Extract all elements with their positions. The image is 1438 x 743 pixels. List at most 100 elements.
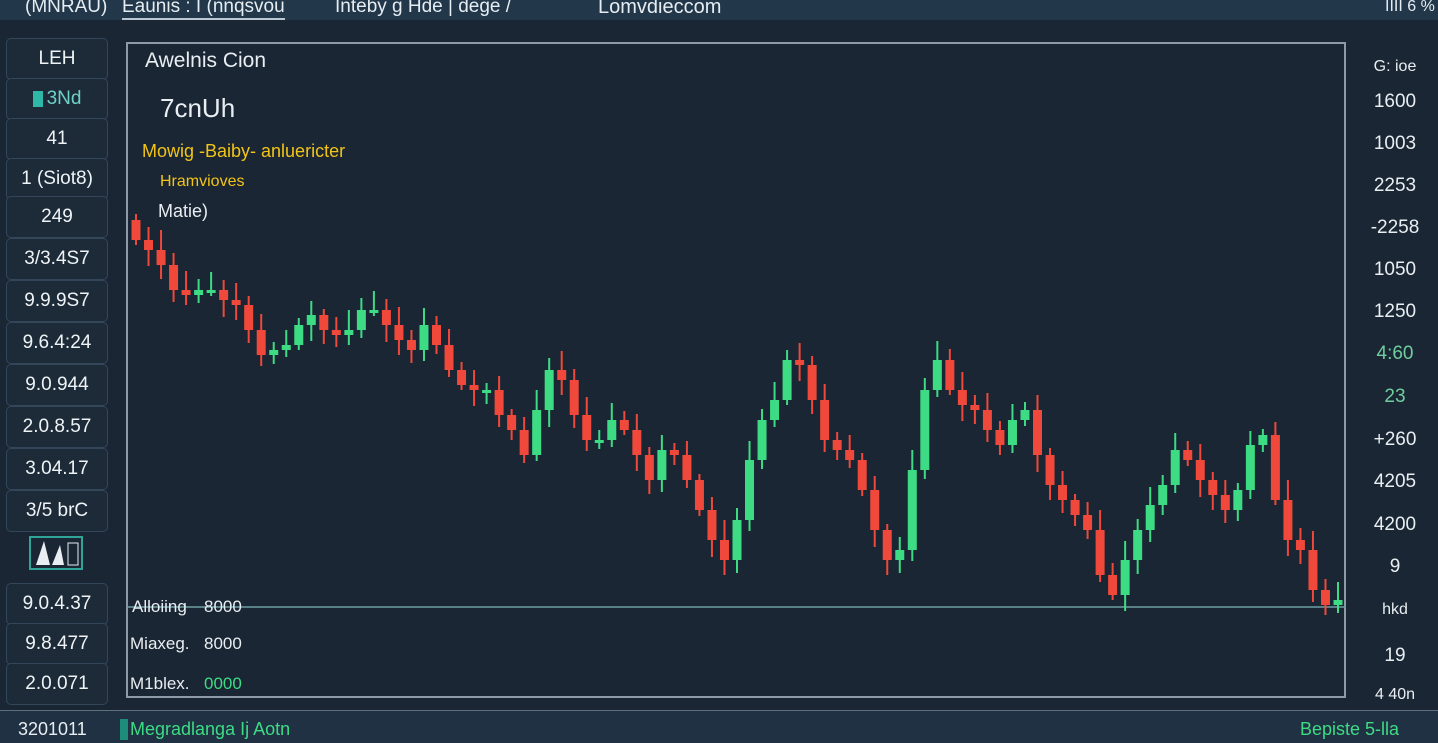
bottom-status-bar: 3201011 Megradlanga Ij Aotn Bepiste 5-ll… xyxy=(0,710,1438,743)
candle-body xyxy=(694,480,704,510)
chart-type-icon[interactable] xyxy=(6,533,106,573)
candle xyxy=(1295,528,1305,564)
candle-body xyxy=(206,290,216,293)
candle xyxy=(895,537,905,573)
candle xyxy=(194,279,204,303)
sidebar-item[interactable]: 9.0.4.37 xyxy=(6,583,108,625)
sidebar-item[interactable]: 1 (Siot8) xyxy=(6,158,108,200)
candle-body xyxy=(1095,530,1105,575)
candle xyxy=(406,330,416,363)
sidebar-item-label: 249 xyxy=(41,206,73,227)
price-axis-label: 9 xyxy=(1389,556,1401,577)
sidebar-item[interactable]: 249 xyxy=(6,196,108,238)
candle-body xyxy=(294,325,304,345)
candle-body xyxy=(419,325,429,350)
candle xyxy=(557,351,567,395)
candle-body xyxy=(544,370,554,410)
sidebar-item[interactable]: 9.0.944 xyxy=(6,364,108,406)
status-indicator: IIII 6 % xyxy=(1385,0,1435,15)
candle-body xyxy=(356,310,366,330)
candle xyxy=(820,384,830,452)
candle xyxy=(356,298,366,338)
candle-body xyxy=(1195,460,1205,480)
candle xyxy=(507,409,517,440)
sidebar-item[interactable]: 9.9.9S7 xyxy=(6,280,108,322)
sidebar-item[interactable]: 9.6.4:24 xyxy=(6,322,108,364)
candle xyxy=(494,376,504,427)
sidebar-item-label: 2.0.8.57 xyxy=(22,416,92,437)
candle-body xyxy=(707,510,717,540)
candle-body xyxy=(281,345,291,350)
candle xyxy=(795,343,805,381)
candle xyxy=(394,307,404,355)
toolbar-item-2[interactable]: Eaunis : I (nnqsvou xyxy=(122,0,285,20)
candle-body xyxy=(957,390,967,405)
sidebar-item[interactable]: 41 xyxy=(6,118,108,160)
candle-body xyxy=(932,360,942,390)
candle-body xyxy=(1108,575,1118,595)
price-axis-label: 2253 xyxy=(1373,175,1417,196)
candle-body xyxy=(1007,420,1017,445)
candle xyxy=(669,443,679,465)
candle-body xyxy=(770,400,780,420)
candle-body xyxy=(895,550,905,560)
sidebar-item[interactable]: 9.8.477 xyxy=(6,623,108,665)
candle xyxy=(1058,471,1068,513)
candle xyxy=(1120,541,1130,611)
toolbar-item-3[interactable]: Inteby g Hde | dege / xyxy=(335,0,512,17)
indicator-label: Mowig -Baiby- anluericter xyxy=(142,141,346,161)
candle xyxy=(957,372,967,421)
candle xyxy=(770,382,780,427)
stat-label: Alloiing xyxy=(132,597,187,616)
candle-body xyxy=(1133,530,1143,560)
candle xyxy=(757,409,767,469)
candle-body xyxy=(719,540,729,560)
sidebar-item[interactable]: LEH xyxy=(6,38,108,80)
candle xyxy=(1208,472,1218,510)
sidebar-item-label: 41 xyxy=(46,128,68,149)
candle-body xyxy=(569,380,579,415)
candle xyxy=(294,318,304,350)
sidebar-item[interactable]: 2.0.071 xyxy=(6,663,108,705)
sidebar-item[interactable]: 2.0.8.57 xyxy=(6,406,108,448)
candle-body xyxy=(732,520,742,560)
bottom-right-label[interactable]: Bepiste 5-lla xyxy=(1300,719,1400,739)
badge-icon xyxy=(32,91,43,107)
sidebar-item-label: 9.6.4:24 xyxy=(22,332,92,353)
candle-body xyxy=(1183,450,1193,460)
candle-body xyxy=(1270,435,1280,500)
stat-value: 0000 xyxy=(204,674,242,693)
sidebar-item-label: 2.0.071 xyxy=(25,673,89,694)
candle-body xyxy=(832,440,842,450)
candle xyxy=(1258,429,1268,452)
candle xyxy=(256,314,266,366)
sidebar-item-label: 1 (Siot8) xyxy=(21,168,93,189)
candle-body xyxy=(1170,450,1180,485)
sidebar-item[interactable]: 3/5 brC xyxy=(6,490,108,532)
candle xyxy=(469,370,479,406)
candle xyxy=(281,330,291,357)
candle xyxy=(745,441,755,531)
candle xyxy=(532,390,542,461)
candle xyxy=(1245,431,1255,499)
price-axis-label: +260 xyxy=(1373,429,1417,450)
candle xyxy=(544,358,554,427)
candle-body xyxy=(745,460,755,520)
candle xyxy=(181,271,191,305)
candle-body xyxy=(469,385,479,390)
candle-body xyxy=(807,365,817,400)
candle xyxy=(970,395,980,424)
candle-body xyxy=(1145,505,1155,530)
legend-link[interactable]: Megradlanga Ij Aotn xyxy=(120,719,290,740)
candle-body xyxy=(582,415,592,440)
candle xyxy=(644,447,654,494)
candle xyxy=(169,253,179,302)
sidebar-item-label: 9.0.4.37 xyxy=(22,593,92,614)
sidebar-item[interactable]: 3.04.17 xyxy=(6,448,108,490)
candle xyxy=(231,283,241,320)
sidebar-item-label: 3.04.17 xyxy=(25,458,89,479)
candle xyxy=(131,214,141,245)
toolbar-item-1[interactable]: (MNRAU) xyxy=(25,0,108,17)
candle-body xyxy=(231,300,241,305)
sidebar-item[interactable]: 3/3.4S7 xyxy=(6,238,108,280)
